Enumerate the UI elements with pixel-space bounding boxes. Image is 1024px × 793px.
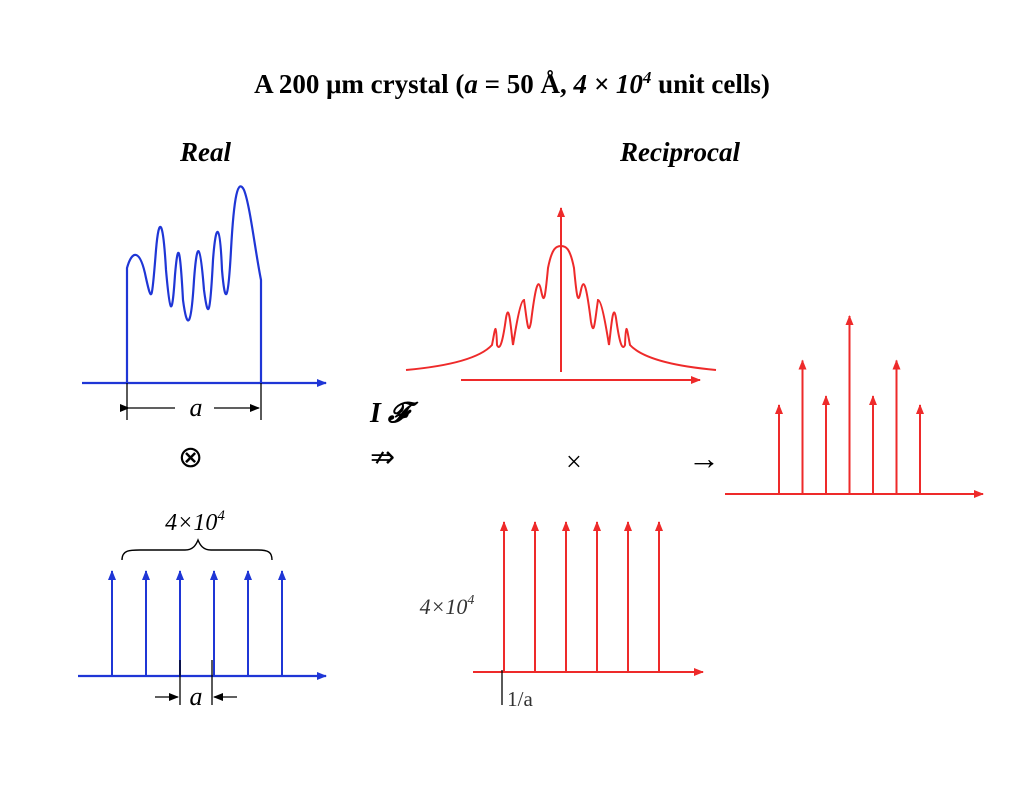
reciprocal-lattice — [500, 521, 663, 672]
reciprocal-spacing-label: 1/a — [507, 687, 533, 711]
real-unit-cell-density — [82, 185, 327, 387]
real-period-indicator — [120, 383, 262, 420]
reciprocal-lattice-count: 4×104 — [420, 593, 475, 619]
real-space-label: Real — [180, 137, 231, 167]
reciprocal-space-label: Reciprocal — [620, 137, 740, 167]
real-lattice-brace — [121, 538, 273, 561]
page-title: A 200 μm crystal (a = 50 Å, 4 × 104 unit… — [254, 68, 770, 99]
multiplication-operator-icon: × — [566, 447, 582, 478]
diffraction-pattern — [775, 315, 924, 494]
real-period-label: a — [190, 393, 203, 422]
molecular-transform — [405, 207, 717, 384]
fourier-transform-label: I 𝓕 — [370, 398, 409, 429]
real-lattice — [108, 570, 286, 676]
lattice-spacing-label: a — [190, 682, 203, 711]
result-arrow-icon: → — [688, 440, 720, 476]
implies-arrow-icon: ⇏ — [370, 441, 396, 474]
real-lattice-count: 4×104 — [165, 508, 225, 536]
transform-curve — [405, 244, 717, 371]
convolution-operator-icon: ⊗ — [178, 441, 204, 474]
lattice-spacing-indicator — [155, 660, 237, 705]
density-curve — [125, 185, 263, 383]
